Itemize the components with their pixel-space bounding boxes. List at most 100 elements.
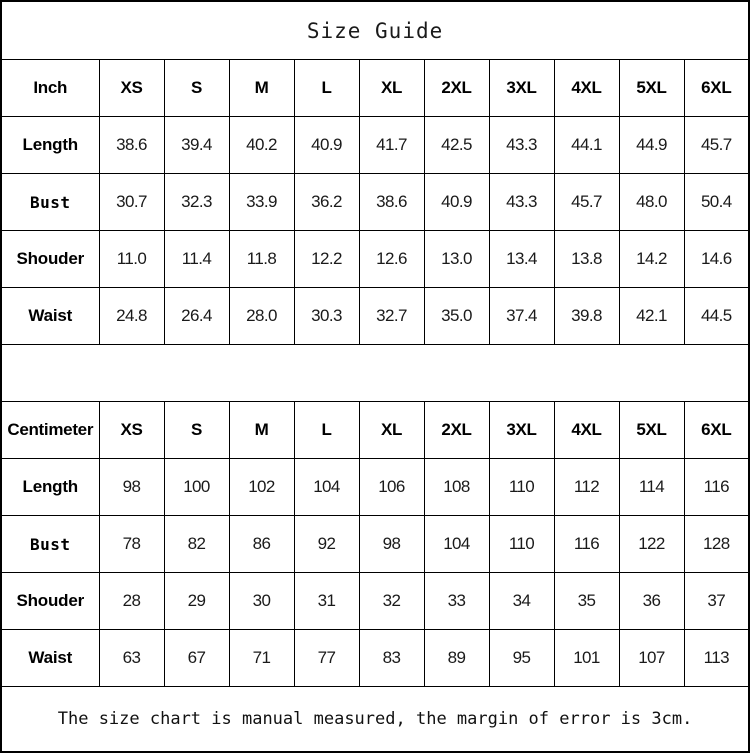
measure-value: 92: [293, 515, 360, 573]
measure-value: 38.6: [98, 116, 165, 174]
measure-value: 104: [293, 458, 360, 516]
measure-value: 31: [293, 572, 360, 630]
measurement-disclaimer: The size chart is manual measured, the m…: [1, 686, 750, 752]
measure-value: 50.4: [683, 173, 750, 231]
centimeter-table-section: Centimeter XS S M L XL 2XL 3XL 4XL 5XL 6XL Length 98…: [0, 401, 750, 687]
measure-value: 44.9: [618, 116, 685, 174]
measure-label-bust: Bust: [0, 515, 100, 573]
measure-value: 12.2: [293, 230, 360, 288]
measure-value: 42.1: [618, 287, 685, 345]
measure-value: 14.2: [618, 230, 685, 288]
measure-value: 110: [488, 515, 555, 573]
measure-value: 36: [618, 572, 685, 630]
measure-value: 11.8: [228, 230, 295, 288]
measure-value: 35.0: [423, 287, 490, 345]
measure-value: 113: [683, 629, 750, 687]
size-header-s: S: [163, 401, 230, 459]
measure-value: 107: [618, 629, 685, 687]
measure-value: 32: [358, 572, 425, 630]
measure-label-waist: Waist: [0, 287, 100, 345]
title-row: Size Guide: [1, 1, 750, 60]
measure-value: 39.4: [163, 116, 230, 174]
measure-value: 13.8: [553, 230, 620, 288]
size-header-2xl: 2XL: [423, 401, 490, 459]
measure-value: 24.8: [98, 287, 165, 345]
inch-table-section: Inch XS S M L XL 2XL 3XL 4XL 5XL 6XL Length 38.6 39.4…: [0, 59, 750, 345]
measure-value: 41.7: [358, 116, 425, 174]
size-header-5xl: 5XL: [618, 59, 685, 117]
measure-value: 13.4: [488, 230, 555, 288]
measure-value: 67: [163, 629, 230, 687]
spacer-row: [1, 344, 750, 402]
measure-label-shouder: Shouder: [0, 230, 100, 288]
size-header-5xl: 5XL: [618, 401, 685, 459]
page-title: Size Guide: [1, 1, 750, 60]
table-row: Waist 24.8 26.4 28.0 30.3 32.7 35.0 37.4 39.8 42.…: [0, 287, 750, 345]
measure-value: 110: [488, 458, 555, 516]
measure-value: 26.4: [163, 287, 230, 345]
measure-value: 71: [228, 629, 295, 687]
measure-value: 86: [228, 515, 295, 573]
size-guide-body: Size Guide: [1, 1, 750, 60]
size-header-xs: XS: [98, 401, 165, 459]
size-header-l: L: [293, 401, 360, 459]
measure-value: 12.6: [358, 230, 425, 288]
measure-value: 43.3: [488, 173, 555, 231]
inch-header-row: Inch XS S M L XL 2XL 3XL 4XL 5XL 6XL: [0, 59, 750, 117]
spacer-section: [1, 344, 750, 402]
measure-value: 98: [358, 515, 425, 573]
measure-value: 48.0: [618, 173, 685, 231]
inch-unit-label: Inch: [0, 59, 100, 117]
size-header-2xl: 2XL: [423, 59, 490, 117]
spacer-cell: [1, 344, 750, 402]
table-row: Waist 63 67 71 77 83 89 95 101 107 113: [0, 629, 750, 687]
measure-value: 122: [618, 515, 685, 573]
measure-value: 36.2: [293, 173, 360, 231]
table-row: Shouder 28 29 30 31 32 33 34 35 36 37: [0, 572, 750, 630]
measure-value: 116: [683, 458, 750, 516]
measure-value: 44.5: [683, 287, 750, 345]
size-header-4xl: 4XL: [553, 401, 620, 459]
measure-value: 42.5: [423, 116, 490, 174]
measure-value: 35: [553, 572, 620, 630]
table-row: Length 38.6 39.4 40.2 40.9 41.7 42.5 43.3 44.1 44…: [0, 116, 750, 174]
size-header-3xl: 3XL: [488, 401, 555, 459]
measure-label-bust: Bust: [0, 173, 100, 231]
measure-label-waist: Waist: [0, 629, 100, 687]
measure-value: 100: [163, 458, 230, 516]
size-header-m: M: [228, 401, 295, 459]
size-header-xl: XL: [358, 401, 425, 459]
measure-value: 28.0: [228, 287, 295, 345]
measure-value: 106: [358, 458, 425, 516]
measure-label-length: Length: [0, 116, 100, 174]
measure-value: 112: [553, 458, 620, 516]
measure-value: 43.3: [488, 116, 555, 174]
centimeter-unit-label: Centimeter: [0, 401, 100, 459]
size-header-3xl: 3XL: [488, 59, 555, 117]
measure-value: 37: [683, 572, 750, 630]
measure-value: 95: [488, 629, 555, 687]
measure-value: 34: [488, 572, 555, 630]
measure-value: 101: [553, 629, 620, 687]
measure-value: 108: [423, 458, 490, 516]
table-row: Bust 78 82 86 92 98 104 110 116 122 128: [0, 515, 750, 573]
size-header-6xl: 6XL: [683, 59, 750, 117]
measure-value: 30: [228, 572, 295, 630]
measure-value: 40.2: [228, 116, 295, 174]
measure-value: 33: [423, 572, 490, 630]
footer-section: The size chart is manual measured, the m…: [1, 686, 750, 752]
measure-value: 83: [358, 629, 425, 687]
footer-row: The size chart is manual measured, the m…: [1, 686, 750, 752]
measure-value: 89: [423, 629, 490, 687]
table-row: Bust 30.7 32.3 33.9 36.2 38.6 40.9 43.3 45.7 48.0…: [0, 173, 750, 231]
measure-value: 38.6: [358, 173, 425, 231]
measure-value: 37.4: [488, 287, 555, 345]
measure-value: 114: [618, 458, 685, 516]
centimeter-header-row: Centimeter XS S M L XL 2XL 3XL 4XL 5XL 6XL: [0, 401, 750, 459]
measure-value: 33.9: [228, 173, 295, 231]
measure-value: 77: [293, 629, 360, 687]
measure-value: 40.9: [423, 173, 490, 231]
measure-value: 13.0: [423, 230, 490, 288]
measure-value: 32.3: [163, 173, 230, 231]
